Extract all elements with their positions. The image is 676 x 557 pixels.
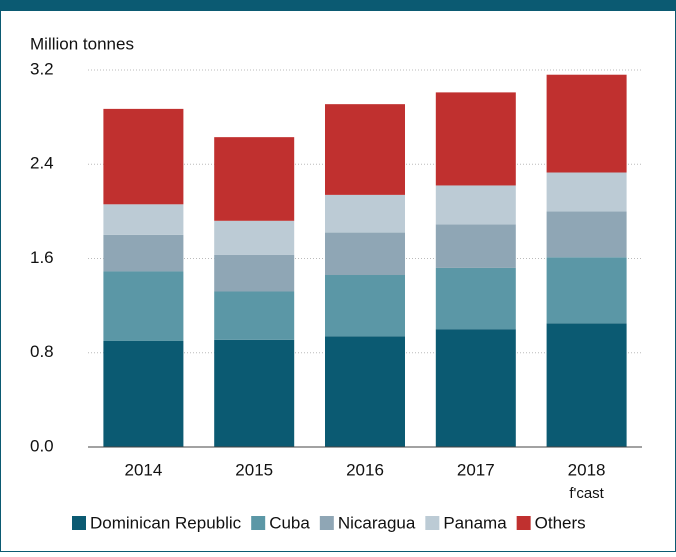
bar-segment [325,336,405,447]
bar-segment [325,274,405,337]
legend-label: Nicaragua [338,513,416,532]
legend-label: Cuba [269,513,310,532]
bar-segment [103,204,184,235]
bar-segment [546,257,627,324]
legend-swatch [319,516,334,530]
y-tick-label: 0.8 [30,342,54,361]
bar-segment [214,137,295,221]
y-tick-label: 1.6 [30,248,54,267]
bar-segment [103,340,184,447]
x-tick-label: 2016 [346,460,384,479]
y-tick-label: 2.4 [30,154,54,173]
bar-segment [214,220,295,255]
bar-segment [546,211,627,258]
bar-segment [214,339,295,447]
bar-segment [546,74,627,173]
bar-segment [435,329,516,447]
x-tick-label: 2015 [235,460,273,479]
header-band [0,0,676,11]
legend-swatch [251,516,266,530]
bar-segment [546,323,627,447]
bar-segment [435,267,516,330]
legend-label: Others [535,513,586,532]
x-tick-label: 2018 [568,460,606,479]
bar-segment [325,194,405,233]
legend-swatch [516,516,531,530]
legend-label: Panama [443,513,507,532]
y-axis-label: Million tonnes [30,34,134,53]
y-tick-label: 3.2 [30,59,54,78]
y-tick-label: 0.0 [30,436,54,455]
x-tick-note: f'cast [569,485,604,502]
bar-segment [214,254,295,292]
legend-label: Dominican Republic [90,513,242,532]
bar-segment [435,185,516,225]
bar-segment [103,271,184,341]
legend-swatch [425,516,440,530]
bar-segment [325,232,405,275]
bar-segment [103,234,184,272]
bar-segment [325,104,405,195]
bar-segment [435,224,516,268]
x-tick-label: 2017 [457,460,495,479]
bar-segment [435,92,516,186]
bar-segment [546,172,627,212]
legend-swatch [72,516,86,530]
x-tick-label: 2014 [124,460,162,479]
bar-segment [214,291,295,340]
bar-segment [103,108,184,205]
